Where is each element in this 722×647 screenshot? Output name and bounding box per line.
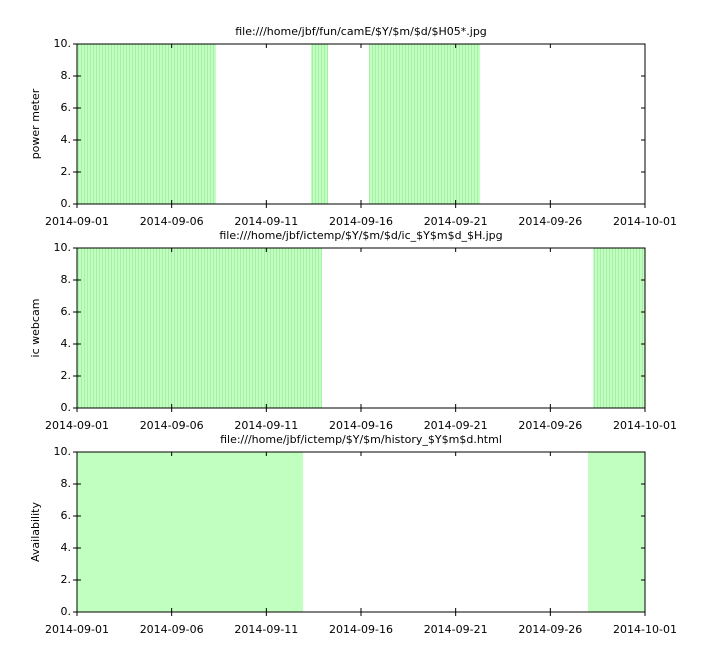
y-tick-label: 4. <box>61 133 72 146</box>
x-tick-label: 2014-09-26 <box>518 215 582 228</box>
y-tick-label: 2. <box>61 369 72 382</box>
y-tick-label: 4. <box>61 337 72 350</box>
x-tick-label: 2014-09-26 <box>518 623 582 636</box>
y-tick-label: 2. <box>61 573 72 586</box>
y-tick-label: 6. <box>61 101 72 114</box>
x-tick-label: 2014-09-16 <box>329 623 393 636</box>
y-axis-label: Availability <box>29 502 42 562</box>
x-tick-label: 2014-09-21 <box>424 623 488 636</box>
y-tick-label: 0. <box>61 401 72 414</box>
x-tick-label: 2014-09-06 <box>140 419 204 432</box>
availability-span <box>77 248 322 408</box>
x-tick-label: 2014-09-11 <box>234 215 298 228</box>
y-tick-label: 2. <box>61 165 72 178</box>
x-tick-label: 2014-09-16 <box>329 419 393 432</box>
x-tick-label: 2014-09-01 <box>45 419 109 432</box>
x-tick-label: 2014-09-01 <box>45 623 109 636</box>
y-tick-label: 0. <box>61 605 72 618</box>
availability-span <box>593 248 645 408</box>
availability-span <box>311 44 329 204</box>
y-tick-label: 8. <box>61 69 72 82</box>
y-tick-label: 10. <box>54 37 72 50</box>
x-tick-label: 2014-09-01 <box>45 215 109 228</box>
y-axis-label: ic webcam <box>29 299 42 358</box>
x-tick-label: 2014-09-06 <box>140 623 204 636</box>
x-tick-label: 2014-09-26 <box>518 419 582 432</box>
x-tick-label: 2014-10-01 <box>613 215 677 228</box>
chart-title: file:///home/jbf/fun/camE/$Y/$m/$d/$H05*… <box>235 25 487 38</box>
x-tick-label: 2014-10-01 <box>613 419 677 432</box>
x-tick-label: 2014-09-16 <box>329 215 393 228</box>
x-tick-label: 2014-09-11 <box>234 623 298 636</box>
y-tick-label: 10. <box>54 445 72 458</box>
y-tick-label: 8. <box>61 273 72 286</box>
y-tick-label: 0. <box>61 197 72 210</box>
chart-title: file:///home/jbf/ictemp/$Y/$m/$d/ic_$Y$m… <box>219 229 502 242</box>
x-tick-label: 2014-09-21 <box>424 419 488 432</box>
y-tick-label: 6. <box>61 509 72 522</box>
y-axis-label: power meter <box>29 88 42 159</box>
x-tick-label: 2014-10-01 <box>613 623 677 636</box>
x-tick-label: 2014-09-21 <box>424 215 488 228</box>
y-tick-label: 10. <box>54 241 72 254</box>
y-tick-label: 4. <box>61 541 72 554</box>
availability-span <box>368 44 481 204</box>
availability-span <box>77 44 216 204</box>
chart-title: file:///home/jbf/ictemp/$Y/$m/history_$Y… <box>220 433 502 446</box>
availability-span <box>77 452 304 612</box>
x-tick-label: 2014-09-11 <box>234 419 298 432</box>
y-tick-label: 8. <box>61 477 72 490</box>
x-tick-label: 2014-09-06 <box>140 215 204 228</box>
availability-span <box>588 452 645 612</box>
y-tick-label: 6. <box>61 305 72 318</box>
